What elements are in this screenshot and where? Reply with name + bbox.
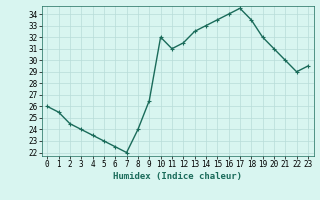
X-axis label: Humidex (Indice chaleur): Humidex (Indice chaleur)	[113, 172, 242, 181]
